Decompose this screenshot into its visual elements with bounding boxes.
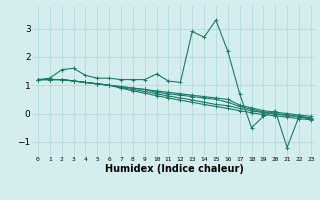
X-axis label: Humidex (Indice chaleur): Humidex (Indice chaleur)	[105, 164, 244, 174]
